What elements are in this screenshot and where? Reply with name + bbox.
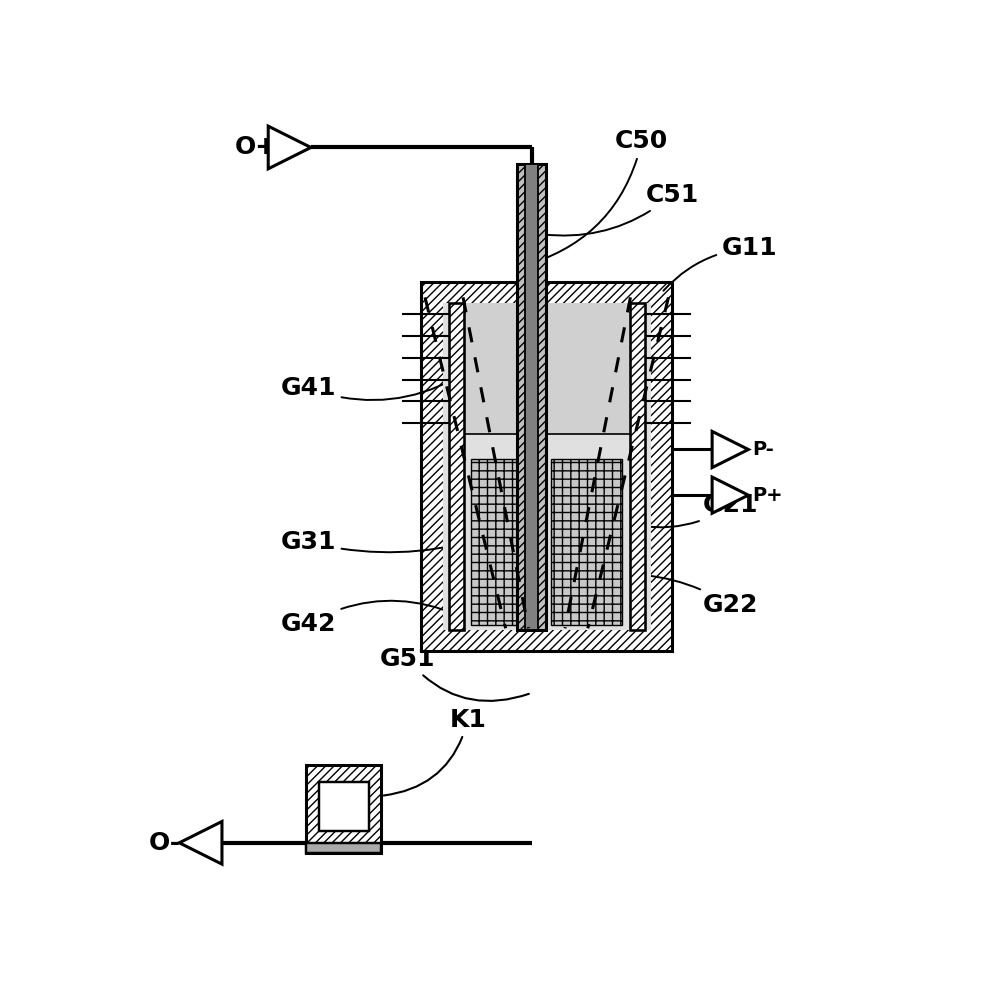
Polygon shape [179,821,222,864]
Text: G41: G41 [280,370,469,400]
Bar [464,303,630,434]
Text: K1: K1 [384,707,486,795]
Text: C50: C50 [523,129,668,266]
Bar [306,765,381,853]
Text: P+: P+ [752,486,783,505]
Bar [421,283,672,651]
Bar [517,164,546,629]
Bar [443,303,651,629]
Text: G21: G21 [640,493,758,528]
Bar [464,434,630,458]
Text: G22: G22 [589,574,758,618]
Text: G42: G42 [280,601,457,635]
Bar [449,303,464,629]
Bar [319,782,369,831]
Polygon shape [268,126,311,169]
Bar [630,303,645,629]
Text: O-: O- [149,831,181,855]
Text: P-: P- [752,440,774,459]
Text: O+: O+ [235,135,277,159]
Bar [471,458,543,625]
Text: G51: G51 [379,647,529,700]
Bar [525,164,538,629]
Text: C51: C51 [543,183,699,235]
Bar [551,458,622,625]
Bar [306,843,381,853]
Polygon shape [712,432,748,467]
Polygon shape [712,477,748,513]
Text: G11: G11 [663,236,777,290]
Text: G31: G31 [280,530,494,554]
